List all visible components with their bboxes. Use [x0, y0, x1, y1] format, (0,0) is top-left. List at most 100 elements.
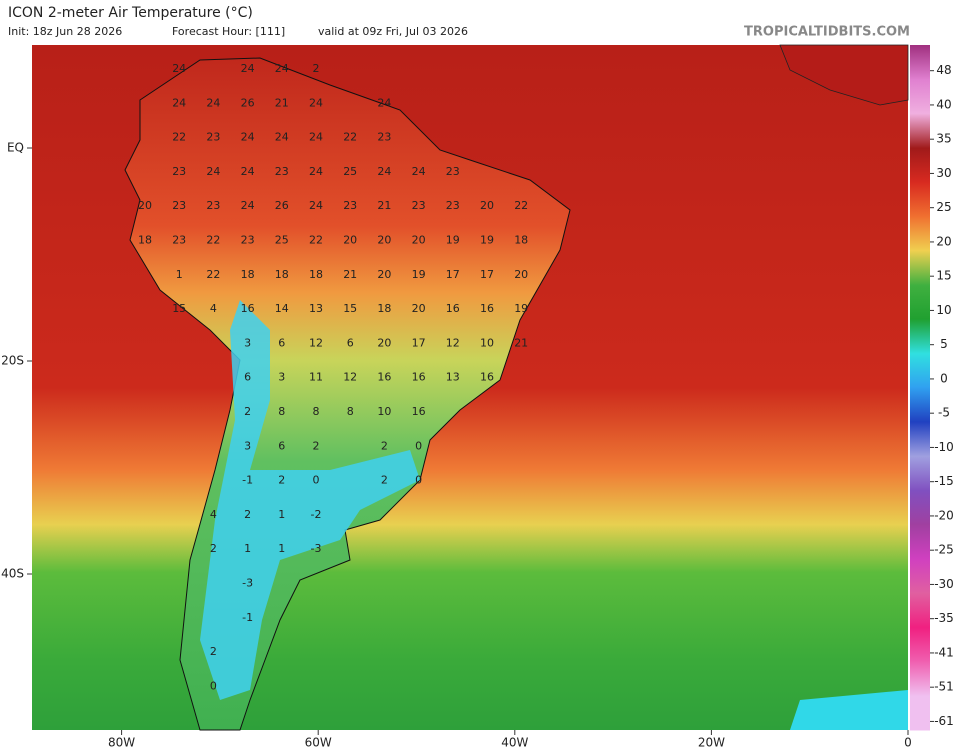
- temperature-label: 16: [480, 371, 494, 384]
- temperature-label: 11: [309, 371, 323, 384]
- temperature-label: 24: [377, 96, 391, 109]
- temperature-label: 24: [206, 165, 220, 178]
- temperature-label: 14: [275, 302, 289, 315]
- temperature-label: 21: [275, 96, 289, 109]
- temperature-label: 26: [241, 96, 255, 109]
- temperature-label: 0: [415, 474, 422, 487]
- valid-time: valid at 09z Fri, Jul 03 2026: [318, 25, 468, 38]
- temperature-label: 24: [241, 199, 255, 212]
- temperature-label: 18: [377, 302, 391, 315]
- temperature-label: 24: [241, 165, 255, 178]
- temperature-label: 23: [446, 199, 460, 212]
- temperature-label: 2: [313, 439, 320, 452]
- temperature-label: 20: [377, 234, 391, 247]
- temperature-label: 23: [241, 234, 255, 247]
- temperature-label: 22: [206, 268, 220, 281]
- colorbar-label: -25: [934, 543, 954, 557]
- temperature-label: 12: [309, 336, 323, 349]
- temperature-label: 2: [381, 439, 388, 452]
- temperature-label: 24: [275, 131, 289, 144]
- temperature-label: 23: [343, 199, 357, 212]
- colorbar-segment: [910, 216, 930, 251]
- temperature-label: 23: [172, 165, 186, 178]
- temperature-label: 24: [241, 131, 255, 144]
- temperature-label: 24: [309, 199, 323, 212]
- temperature-label: 20: [412, 302, 426, 315]
- temperature-label: 10: [480, 336, 494, 349]
- cold-region: [200, 300, 420, 700]
- temperature-label: 16: [446, 302, 460, 315]
- temperature-label: 12: [343, 371, 357, 384]
- colorbar-segment: [910, 627, 930, 662]
- temperature-label: 19: [480, 234, 494, 247]
- lon-label: 40W: [501, 736, 528, 750]
- temperature-label: 26: [275, 199, 289, 212]
- colorbar-segment: [910, 421, 930, 457]
- colorbar-label: 15: [936, 269, 951, 283]
- temperature-label: 23: [172, 199, 186, 212]
- temperature-label: 1: [278, 542, 285, 555]
- colorbar-label: -41: [934, 645, 954, 659]
- temperature-label: 21: [377, 199, 391, 212]
- temperature-label: 20: [377, 268, 391, 281]
- lon-label: 20W: [698, 736, 725, 750]
- colorbar-label: -30: [934, 577, 954, 591]
- colorbar-label: -10: [934, 440, 954, 454]
- temperature-label: 20: [514, 268, 528, 281]
- colorbar-segment: [910, 147, 930, 183]
- colorbar-segment: [910, 182, 930, 217]
- colorbar-label: 5: [940, 337, 948, 351]
- temperature-label: 16: [241, 302, 255, 315]
- temperature-label: 24: [172, 96, 186, 109]
- colorbar-label: 35: [936, 132, 951, 146]
- temperature-label: -1: [242, 611, 253, 624]
- temperature-label: 16: [480, 302, 494, 315]
- temperature-label: 1: [176, 268, 183, 281]
- temperature-label: 23: [275, 165, 289, 178]
- temperature-label: 17: [480, 268, 494, 281]
- colorbar-label: 10: [936, 303, 951, 317]
- temperature-label: 4: [210, 508, 217, 521]
- temperature-label: 18: [241, 268, 255, 281]
- temperature-label: 3: [278, 371, 285, 384]
- temperature-label: 24: [309, 131, 323, 144]
- temperature-label: 2: [381, 474, 388, 487]
- temperature-label: 8: [347, 405, 354, 418]
- colorbar-segment: [910, 319, 930, 354]
- colorbar-segment: [910, 593, 930, 628]
- temperature-label: 3: [244, 336, 251, 349]
- colorbar-segment: [910, 558, 930, 594]
- colorbar-segment: [910, 661, 930, 697]
- temperature-label: 18: [138, 234, 152, 247]
- lon-label: 80W: [108, 736, 135, 750]
- antarctic-cold: [790, 690, 908, 730]
- lon-label: 60W: [305, 736, 332, 750]
- temperature-label: 25: [343, 165, 357, 178]
- temperature-label: 22: [343, 131, 357, 144]
- colorbar-segment: [910, 250, 930, 286]
- temperature-label: 24: [412, 165, 426, 178]
- temperature-label: 18: [514, 234, 528, 247]
- temperature-label: 23: [172, 234, 186, 247]
- temperature-label: 3: [244, 439, 251, 452]
- temperature-label: 21: [514, 336, 528, 349]
- temperature-label: 21: [343, 268, 357, 281]
- temperature-label: 6: [347, 336, 354, 349]
- temperature-label: 23: [377, 131, 391, 144]
- temperature-label: 19: [446, 234, 460, 247]
- temperature-label: 20: [412, 234, 426, 247]
- colorbar-label: -51: [934, 680, 954, 694]
- colorbar-segment: [910, 490, 930, 525]
- colorbar-segment: [910, 79, 930, 114]
- temperature-label: 1: [278, 508, 285, 521]
- temperature-label: 18: [275, 268, 289, 281]
- temperature-label: 23: [412, 199, 426, 212]
- temperature-label: 24: [275, 62, 289, 75]
- colorbar-segment: [910, 45, 930, 80]
- init: Init: 18z Jun 28 2026: [8, 25, 122, 38]
- temperature-label: 1: [244, 542, 251, 555]
- temperature-label: 20: [138, 199, 152, 212]
- temperature-label: 23: [206, 199, 220, 212]
- temperature-label: 0: [210, 679, 217, 692]
